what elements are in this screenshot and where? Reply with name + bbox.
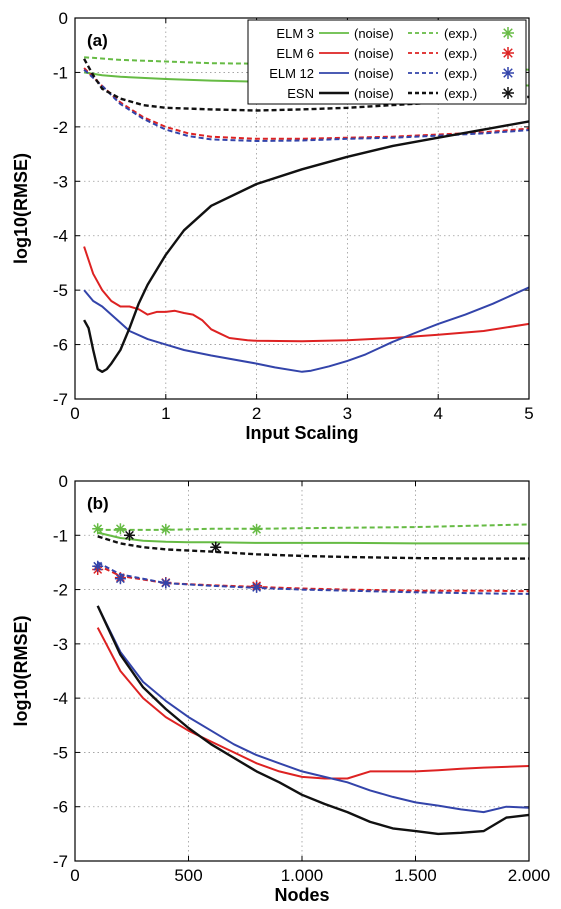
data-point-elm-12	[92, 560, 104, 572]
marker-stroke	[503, 88, 513, 98]
y-tick-label: -4	[53, 689, 68, 708]
marker-stroke	[161, 524, 171, 534]
legend-exp-label: (exp.)	[444, 86, 477, 101]
legend-exp-label: (exp.)	[444, 46, 477, 61]
legend-marker-esn	[502, 87, 514, 99]
x-tick-label: 4	[433, 404, 442, 423]
y-tick-label: -2	[53, 581, 68, 600]
panel-label: (a)	[87, 31, 108, 50]
y-tick-label: -1	[53, 526, 68, 545]
data-point-elm-3	[160, 523, 172, 535]
y-tick-label: -1	[53, 63, 68, 82]
y-tick-label: -4	[53, 227, 68, 246]
legend-marker-elm-6	[502, 47, 514, 59]
data-point-elm-12	[251, 581, 263, 593]
legend-noise-label: (noise)	[354, 26, 394, 41]
chart-panel-b: 0 500 1.000 1.500 2.000 0 -1 -2 -3 -4 -5 -6 -7 (b) Nod…	[11, 472, 550, 905]
marker-stroke	[252, 582, 262, 592]
marker-stroke	[161, 578, 171, 588]
legend-box	[247, 19, 527, 105]
y-axis-label: log10(RMSE)	[11, 615, 31, 726]
chart-panel-a: 0 1 2 3 4 5 0 -1 -2 -3 -4 -5 -6 -7 (a) Input Scaling log…	[11, 9, 534, 443]
legend-label-elm-6: ELM 6	[276, 46, 314, 61]
series-line-elm-12-noise	[83, 286, 530, 373]
data-point-elm-12	[114, 573, 126, 585]
series-line-elm-6-exp	[83, 67, 530, 140]
y-tick-label: 0	[59, 9, 68, 28]
x-axis-label: Input Scaling	[245, 423, 358, 443]
y-tick-label: -7	[53, 390, 68, 409]
legend-exp-label: (exp.)	[444, 26, 477, 41]
legend-exp-label: (exp.)	[444, 66, 477, 81]
y-tick-label: -3	[53, 172, 68, 191]
marker-stroke	[93, 561, 103, 571]
series-line-esn-exp	[83, 58, 530, 112]
marker-stroke	[115, 524, 125, 534]
marker-stroke	[252, 524, 262, 534]
series-line-elm-12-exp	[97, 561, 530, 595]
x-tick-label: 3	[343, 404, 352, 423]
y-tick-label: -2	[53, 118, 68, 137]
series-line-elm-3-noise	[97, 531, 529, 545]
x-tick-label: 0	[70, 404, 79, 423]
series-line-esn-noise	[83, 120, 530, 373]
series-line-esn-exp	[97, 535, 529, 560]
y-tick-label: -5	[53, 281, 68, 300]
data-point-elm-3	[114, 523, 126, 535]
y-tick-label: -6	[53, 798, 68, 817]
marker-stroke	[211, 542, 221, 552]
y-axis-label: log10(RMSE)	[11, 153, 31, 264]
x-tick-label: 1.000	[281, 866, 324, 885]
marker-stroke	[503, 28, 513, 38]
x-tick-label: 2	[252, 404, 261, 423]
y-tick-label: -5	[53, 743, 68, 762]
panel-label: (b)	[87, 494, 109, 513]
x-tick-label: 2.000	[508, 866, 551, 885]
legend-noise-label: (noise)	[354, 66, 394, 81]
legend-label-elm-12: ELM 12	[269, 66, 314, 81]
x-tick-label: 5	[524, 404, 533, 423]
x-axis-label: Nodes	[274, 885, 329, 905]
marker-stroke	[503, 68, 513, 78]
y-tick-label: -7	[53, 852, 68, 871]
marker-stroke	[503, 48, 513, 58]
data-point-elm-3	[251, 523, 263, 535]
plot-frame	[74, 17, 530, 400]
x-tick-label: 500	[174, 866, 202, 885]
series-line-esn-noise	[96, 605, 530, 836]
y-tick-label: -3	[53, 635, 68, 654]
marker-stroke	[115, 574, 125, 584]
legend: ELM 3 (noise) (exp.) ELM 6 (noise) (exp.) ELM …	[247, 19, 527, 105]
data-point-elm-3	[92, 523, 104, 535]
legend-marker-elm-3	[502, 27, 514, 39]
legend-noise-label: (noise)	[354, 46, 394, 61]
marker-stroke	[125, 530, 134, 540]
y-tick-label: 0	[59, 472, 68, 491]
data-point-esn	[123, 529, 135, 541]
x-tick-label: 1.500	[394, 866, 437, 885]
series-line-elm-6-noise	[83, 246, 530, 343]
series-line-elm-6-noise	[96, 627, 530, 780]
x-tick-label: 0	[70, 866, 79, 885]
series-line-elm-12-exp	[83, 68, 530, 142]
series-group	[92, 523, 530, 836]
y-tick-label: -6	[53, 336, 68, 355]
legend-marker-elm-12	[502, 67, 514, 79]
data-point-elm-12	[160, 577, 172, 589]
legend-noise-label: (noise)	[354, 86, 394, 101]
marker-stroke	[93, 524, 103, 534]
legend-label-elm-3: ELM 3	[276, 26, 314, 41]
plot-frame	[74, 480, 530, 862]
data-point-esn	[210, 541, 222, 553]
legend-label-esn: ESN	[287, 86, 314, 101]
series-line-elm-12-noise	[96, 605, 530, 814]
x-tick-label: 1	[161, 404, 170, 423]
